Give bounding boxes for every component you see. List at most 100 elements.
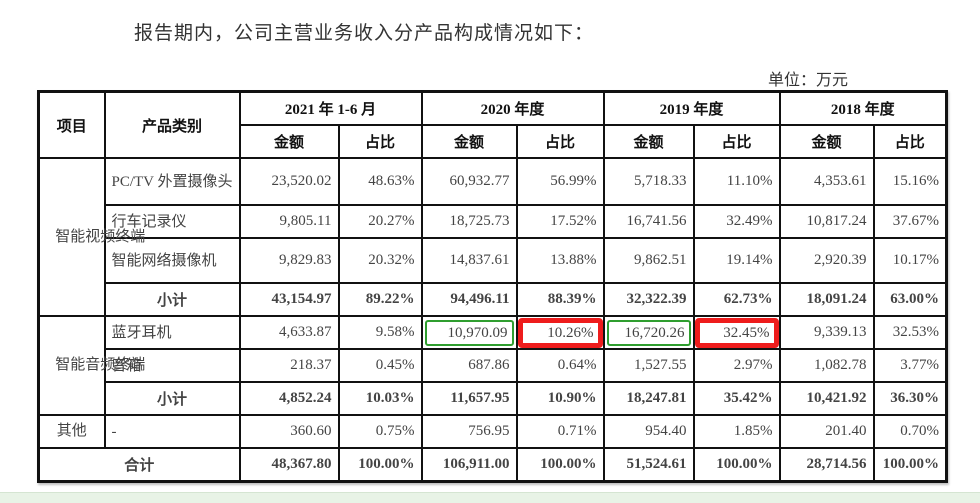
cell-value: 11,657.95 (420, 381, 518, 416)
product-name: 行车记录仪 (103, 204, 241, 239)
cell-value: 15.16% (872, 157, 948, 206)
red-highlight-box: 32.45% (694, 317, 779, 348)
cell-value: 954.40 (602, 414, 695, 449)
cell-value: 48.63% (337, 157, 423, 206)
cell-value: 9,805.11 (238, 204, 340, 239)
unit-label: 单位：万元 (768, 70, 849, 89)
red-highlight-box: 10.26% (517, 317, 603, 348)
cell-value: 23,520.02 (238, 157, 340, 206)
cell-value: 62.73% (692, 282, 781, 317)
cell-value: 360.60 (238, 414, 340, 449)
cell-value: 9.58% (337, 315, 423, 350)
cell-value: 100.00% (692, 447, 781, 483)
cell-value: 60,932.77 (420, 157, 518, 206)
cell-value: 18,725.73 (420, 204, 518, 239)
cell-value: 19.14% (692, 237, 781, 284)
product-name: 蓝牙耳机 (103, 315, 241, 350)
cell-value: 4,353.61 (778, 157, 875, 206)
cell-value: 51,524.61 (602, 447, 695, 483)
cell-value: 106,911.00 (420, 447, 518, 483)
header-period-2018: 2018 年度 (778, 90, 948, 126)
revenue-by-product-table: 项目 产品类别 2021 年 1-6 月 2020 年度 2019 年度 201… (37, 90, 948, 483)
cell-value: 10,817.24 (778, 204, 875, 239)
cell-value: 10.03% (337, 381, 423, 416)
header-period-2021h1: 2021 年 1-6 月 (238, 90, 423, 126)
cell-value-highlighted: 10,970.09 (420, 315, 518, 350)
category-label: 智能视频终端 (55, 228, 146, 245)
cell-value: 9,862.51 (602, 237, 695, 284)
product-name: PC/TV 外置摄像头 (103, 157, 241, 206)
cell-value-highlighted: 16,720.26 (602, 315, 695, 350)
cell-value: 0.64% (515, 348, 605, 383)
cell-value: 100.00% (515, 447, 605, 483)
header-amount: 金额 (238, 124, 340, 159)
cell-value: 687.86 (420, 348, 518, 383)
cell-value: 2.97% (692, 348, 781, 383)
subtotal-row: 小计 43,154.97 89.22% 94,496.11 88.39% 32,… (39, 282, 948, 317)
cell-value: 1.85% (692, 414, 781, 449)
bottom-strip (0, 492, 980, 503)
cell-value: 10.17% (872, 237, 948, 284)
header-amount: 金额 (602, 124, 695, 159)
cell-value: 88.39% (515, 282, 605, 317)
cell-value: 32.49% (692, 204, 781, 239)
cell-value: 0.75% (337, 414, 423, 449)
cell-value-highlighted: 32.45% (692, 315, 781, 350)
cell-value: 48,367.80 (238, 447, 340, 483)
cell-value: 20.32% (337, 237, 423, 284)
cell-value: 36.30% (872, 381, 948, 416)
header-ratio: 占比 (872, 124, 948, 159)
header-ratio: 占比 (337, 124, 423, 159)
cell-value: 3.77% (872, 348, 948, 383)
cell-value: 43,154.97 (238, 282, 340, 317)
subtotal-row: 小计 4,852.24 10.03% 11,657.95 10.90% 18,2… (39, 381, 948, 416)
table-row-other: 其他 - 360.60 0.75% 756.95 0.71% 954.40 1.… (37, 414, 948, 449)
cell-value: 37.67% (872, 204, 948, 239)
category-other: 其他 (37, 414, 106, 449)
product-name: - (103, 414, 241, 449)
cell-value: 18,247.81 (602, 381, 695, 416)
cell-value: 2,920.39 (778, 237, 875, 284)
intro-text: 报告期内，公司主营业务收入分产品构成情况如下： (134, 22, 595, 44)
header-amount: 金额 (420, 124, 518, 159)
header-period-2019: 2019 年度 (602, 90, 781, 126)
cell-value: 56.99% (515, 157, 605, 206)
cell-value: 14,837.61 (420, 237, 518, 284)
header-ratio: 占比 (515, 124, 605, 159)
cell-value: 4,852.24 (238, 381, 340, 416)
cell-value-highlighted: 10.26% (515, 315, 605, 350)
cell-value: 28,714.56 (778, 447, 875, 483)
cell-value: 1,082.78 (778, 348, 875, 383)
product-name: 智能网络摄像机 (103, 237, 241, 284)
header-amount: 金额 (778, 124, 875, 159)
header-row-1: 项目 产品类别 2021 年 1-6 月 2020 年度 2019 年度 201… (37, 90, 948, 159)
cell-value: 0.70% (872, 414, 948, 449)
cell-value: 94,496.11 (420, 282, 518, 317)
cell-value: 0.71% (515, 414, 605, 449)
category-label: 智能音频终端 (55, 357, 146, 373)
product-name: 音箱 (103, 348, 241, 383)
cell-value: 100.00% (872, 447, 948, 483)
cell-value: 89.22% (337, 282, 423, 317)
table-row: 行车记录仪 9,805.11 20.27% 18,725.73 17.52% 1… (39, 204, 948, 239)
cell-value: 4,633.87 (238, 315, 340, 350)
cell-value: 218.37 (238, 348, 340, 383)
cell-value: 0.45% (337, 348, 423, 383)
subtotal-label: 小计 (103, 381, 241, 416)
header-ratio: 占比 (692, 124, 781, 159)
cell-value: 16,741.56 (602, 204, 695, 239)
cell-value: 35.42% (692, 381, 781, 416)
cell-value: 18,091.24 (778, 282, 875, 317)
cell-value: 10.90% (515, 381, 605, 416)
cell-value: 11.10% (692, 157, 781, 206)
cell-value: 13.88% (515, 237, 605, 284)
cell-value: 5,718.33 (602, 157, 695, 206)
cell-value: 756.95 (420, 414, 518, 449)
green-highlight-box: 16,720.26 (606, 319, 691, 346)
header-row-2: 金额 占比 金额 占比 金额 占比 金额 占比 (39, 124, 948, 159)
header-item: 项目 (37, 90, 106, 159)
header-period-2020: 2020 年度 (420, 90, 605, 126)
cell-value: 1,527.55 (602, 348, 695, 383)
table-row: 智能网络摄像机 9,829.83 20.32% 14,837.61 13.88%… (39, 237, 948, 284)
cell-value: 9,339.13 (778, 315, 875, 350)
